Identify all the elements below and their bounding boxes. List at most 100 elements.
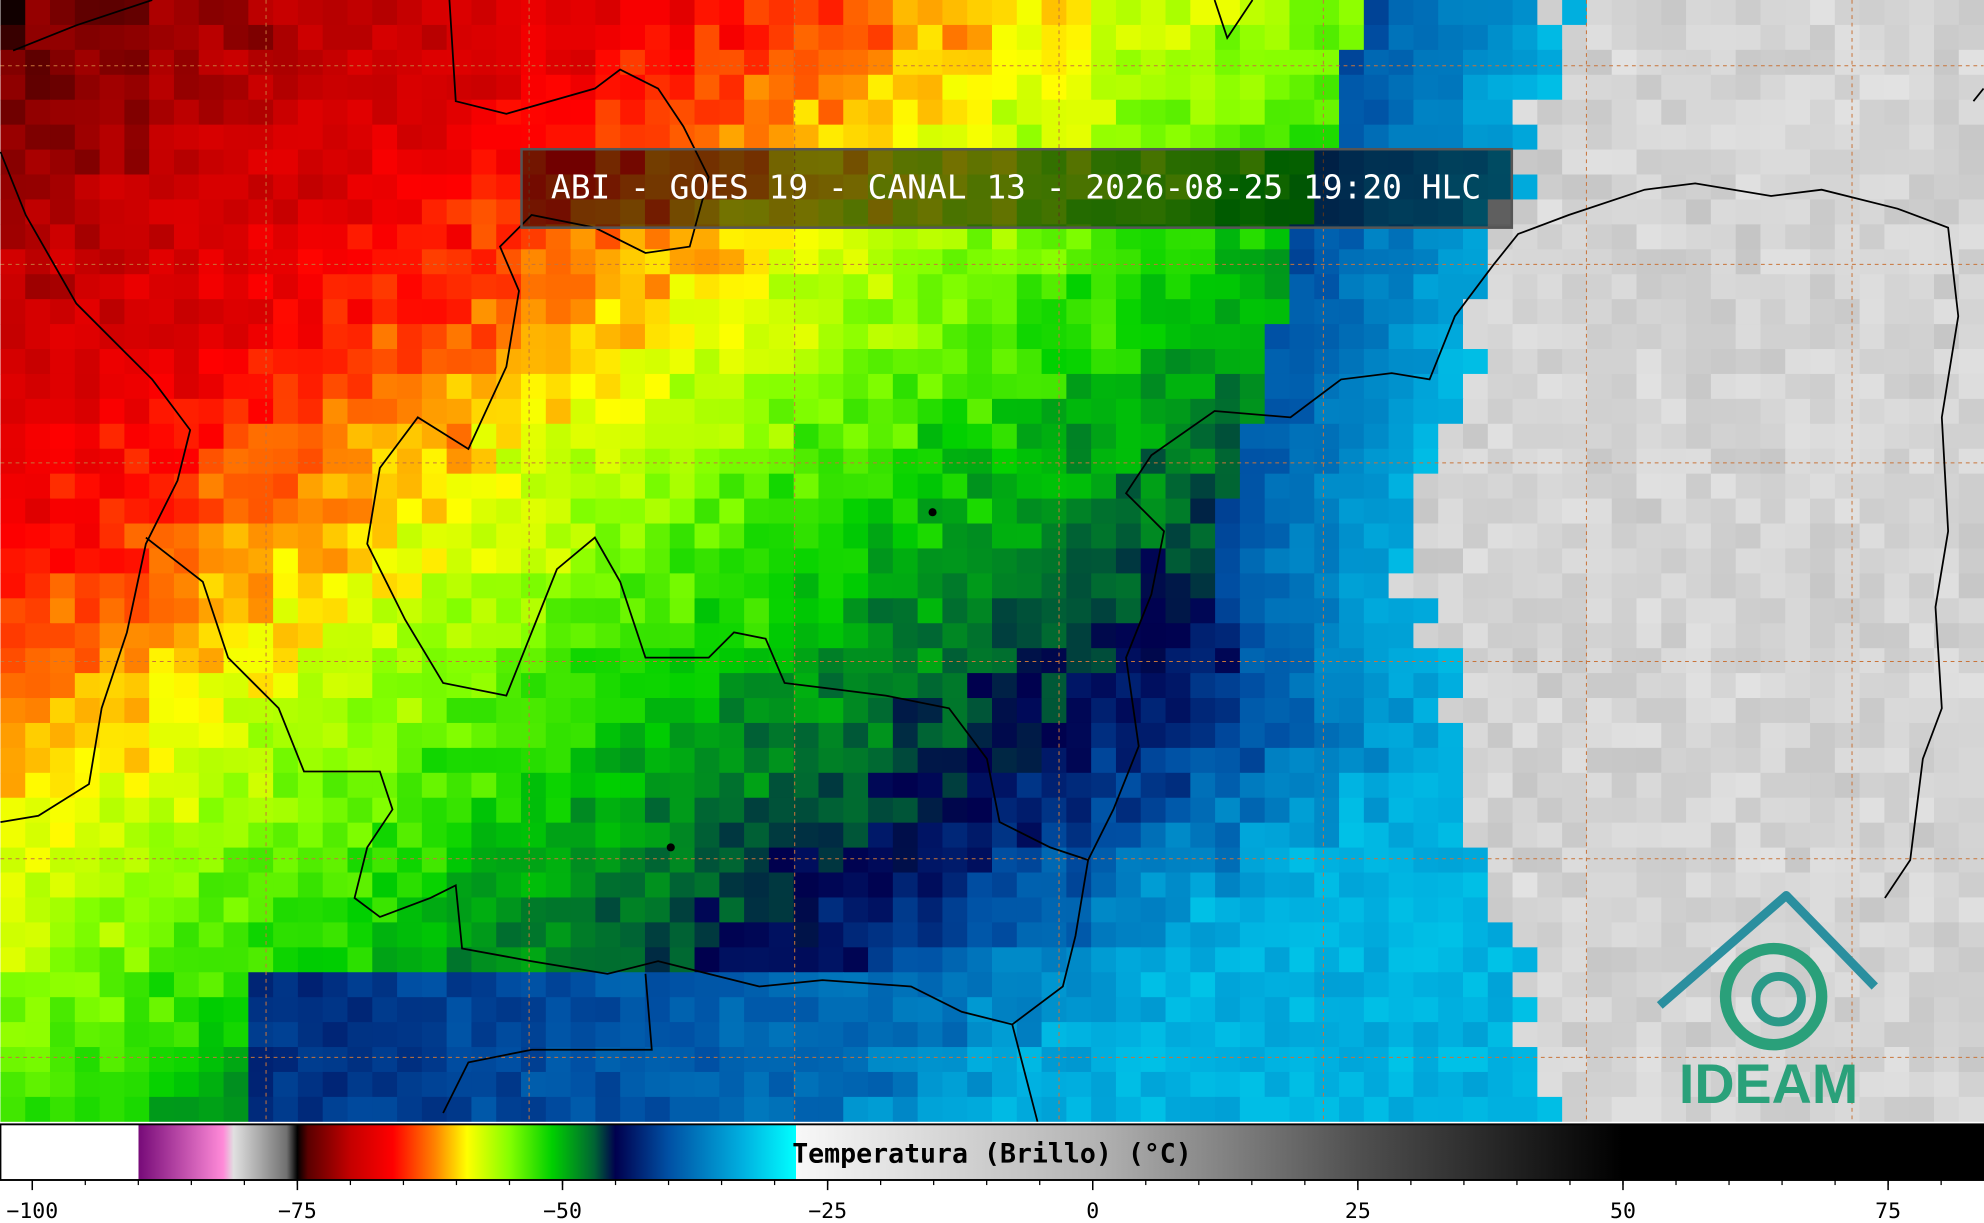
pixel — [967, 698, 993, 724]
pixel — [694, 473, 721, 500]
pixel — [1413, 847, 1439, 874]
pixel — [372, 922, 398, 949]
pixel — [74, 698, 101, 724]
pixel — [347, 972, 374, 998]
pixel — [917, 1096, 944, 1123]
pixel — [1785, 473, 1811, 500]
pixel — [372, 299, 398, 325]
pixel — [1859, 598, 1886, 624]
pixel — [1339, 473, 1365, 500]
pixel — [1140, 274, 1167, 300]
pixel — [570, 1047, 597, 1073]
pixel — [1140, 947, 1167, 974]
pixel — [1091, 1096, 1117, 1123]
pixel — [967, 373, 993, 400]
pixel — [0, 822, 26, 849]
pixel — [1586, 1096, 1613, 1123]
pixel — [793, 398, 820, 425]
pixel — [1586, 598, 1613, 624]
pixel — [1115, 423, 1142, 450]
pixel — [397, 747, 423, 774]
pixel — [1810, 324, 1836, 350]
pixel — [1661, 1022, 1687, 1048]
pixel — [124, 1022, 150, 1048]
pixel — [1785, 74, 1811, 101]
pixel — [1462, 99, 1489, 126]
pixel — [1686, 224, 1712, 251]
pixel — [793, 872, 820, 899]
pixel — [669, 1071, 696, 1098]
pixel — [1636, 274, 1663, 300]
pixel — [1314, 947, 1340, 974]
pixel — [1462, 1096, 1489, 1123]
pixel — [1438, 947, 1464, 974]
pixel — [198, 149, 225, 176]
pixel — [1066, 498, 1092, 525]
pixel — [917, 373, 944, 400]
pixel — [322, 598, 349, 624]
pixel — [322, 1071, 349, 1098]
pixel — [397, 897, 423, 924]
pixel — [1438, 872, 1464, 899]
pixel — [1958, 797, 1984, 824]
pixel — [74, 274, 101, 300]
pixel — [1661, 1071, 1687, 1098]
pixel — [768, 24, 795, 51]
pixel — [818, 997, 845, 1023]
pixel — [1066, 822, 1092, 849]
pixel — [248, 49, 274, 76]
pixel — [124, 149, 150, 176]
pixel — [1016, 99, 1043, 126]
pixel — [669, 822, 696, 849]
pixel — [1215, 49, 1241, 76]
pixel — [446, 274, 473, 300]
pixel — [1909, 324, 1935, 350]
pixel — [694, 772, 721, 799]
pixel — [1239, 423, 1266, 450]
pixel — [397, 224, 423, 251]
pixel — [644, 772, 671, 799]
pixel — [1884, 1047, 1910, 1073]
pixel — [719, 997, 745, 1023]
pixel — [1462, 1071, 1489, 1098]
pixel — [1239, 922, 1266, 949]
pixel — [297, 199, 324, 226]
pixel — [1859, 299, 1886, 325]
pixel — [1562, 24, 1588, 51]
pixel — [1314, 0, 1340, 26]
pixel — [74, 673, 101, 699]
pixel — [843, 722, 869, 749]
pixel — [1041, 922, 1068, 949]
pixel — [1215, 772, 1241, 799]
pixel — [744, 74, 770, 101]
pixel — [818, 1071, 845, 1098]
pixel — [1933, 872, 1960, 899]
pixel — [99, 299, 126, 325]
pixel — [1512, 573, 1539, 600]
pixel — [967, 623, 993, 649]
pixel — [1735, 473, 1762, 500]
pixel — [1661, 1096, 1687, 1123]
pixel — [198, 722, 225, 749]
pixel — [25, 49, 51, 76]
pixel — [1363, 1071, 1390, 1098]
pixel — [50, 847, 76, 874]
pixel — [1611, 498, 1638, 525]
pixel — [793, 722, 820, 749]
pixel — [1314, 473, 1340, 500]
pixel — [173, 847, 200, 874]
pixel — [694, 0, 721, 26]
pixel — [768, 872, 795, 899]
pixel — [74, 423, 101, 450]
pixel — [1884, 922, 1910, 949]
pixel — [1289, 772, 1316, 799]
pixel — [124, 797, 150, 824]
pixel — [223, 673, 250, 699]
pixel — [1264, 598, 1291, 624]
pixel — [595, 847, 621, 874]
pixel — [768, 698, 795, 724]
pixel — [570, 972, 597, 998]
pixel — [1586, 523, 1613, 550]
pixel — [570, 274, 597, 300]
pixel — [173, 523, 200, 550]
